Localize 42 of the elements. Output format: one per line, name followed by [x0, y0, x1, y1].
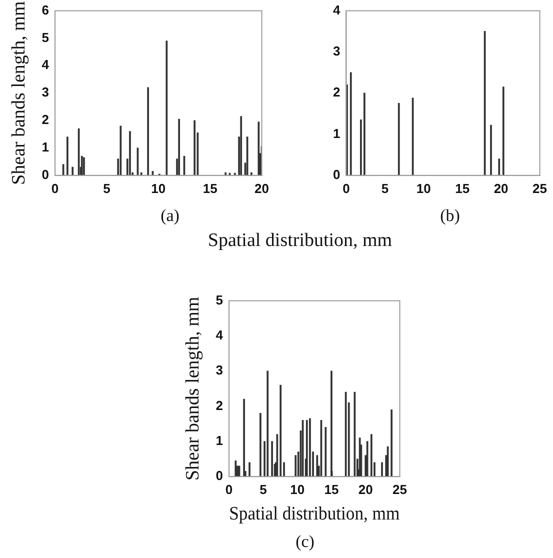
x-tick-label: 5: [103, 180, 110, 196]
x-tick-label: 0: [342, 180, 350, 196]
y-axis-title: Shear bands length, mm: [8, 1, 30, 185]
y-tick-label: 2: [42, 112, 50, 128]
x-tick-label: 5: [381, 180, 389, 196]
x-tick-label: 10: [290, 482, 305, 497]
x-tick-label: 15: [324, 482, 339, 497]
y-tick-label: 3: [332, 44, 340, 59]
y-tick-label: 3: [216, 362, 224, 378]
x-tick-label: 20: [494, 180, 508, 196]
x-tick-label: 20: [254, 180, 270, 196]
y-tick-label: 5: [42, 30, 50, 45]
x-tick-label: 10: [151, 180, 166, 196]
x-tick-label: 10: [416, 180, 431, 196]
y-tick-label: 3: [42, 84, 50, 100]
y-tick-label: 6: [42, 2, 50, 18]
y-tick-label: 4: [216, 328, 224, 343]
x-tick-label: 0: [51, 180, 59, 196]
y-tick-label: 4: [332, 2, 341, 18]
y-tick-label: 1: [42, 140, 50, 155]
x-tick-label: 20: [358, 482, 373, 497]
y-tick-label: 0: [42, 166, 50, 182]
x-tick-label: 25: [532, 180, 548, 196]
y-tick-label: 4: [42, 57, 50, 72]
x-tick-label: 15: [455, 180, 470, 196]
x-axis-title: Spatial distribution, mm: [229, 502, 400, 524]
text: (a): [160, 206, 180, 226]
x-axis-title: Spatial distribution, mm: [206, 230, 394, 252]
y-tick-label: 2: [332, 84, 340, 100]
y-tick-label: 1: [332, 126, 340, 141]
y-tick-label: 2: [216, 398, 224, 413]
x-tick-label: 5: [260, 482, 267, 497]
x-tick-label: 15: [202, 180, 218, 196]
y-tick-label: 5: [216, 292, 224, 308]
text: (c): [294, 532, 316, 552]
y-tick-label: 0: [216, 468, 224, 484]
x-tick-label: 0: [225, 482, 233, 497]
y-tick-label: 0: [332, 166, 340, 182]
y-axis-title: Shear bands length, mm: [182, 296, 204, 481]
x-tick-label: 25: [392, 482, 408, 497]
text: (b): [439, 206, 461, 226]
y-tick-label: 1: [216, 433, 224, 448]
